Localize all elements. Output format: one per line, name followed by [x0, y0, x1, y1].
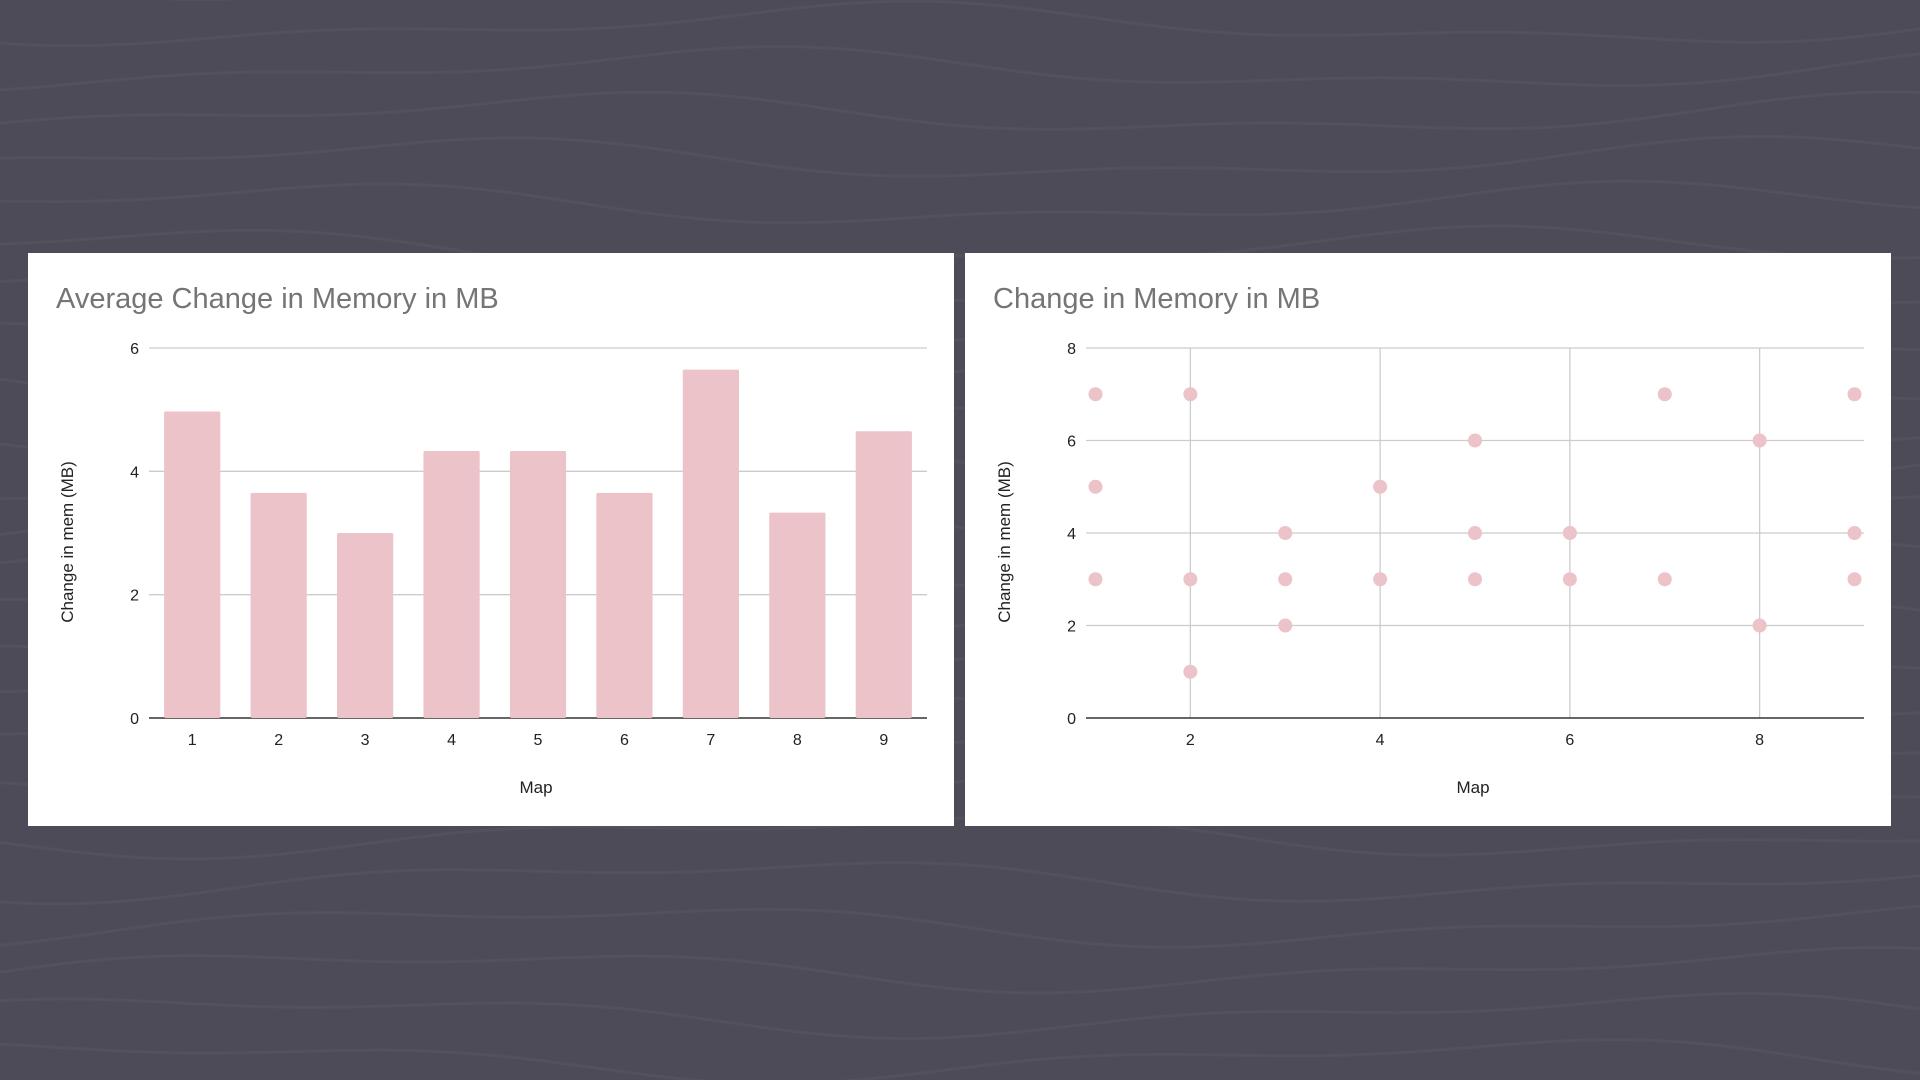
bar: [682, 369, 739, 718]
scatter-chart-y-ticks: 0 2 4 6 8: [1067, 341, 1076, 728]
bar: [250, 492, 307, 718]
bar: [769, 512, 826, 718]
scatter-chart-points: [1088, 387, 1862, 679]
background-wave-line: [0, 179, 1920, 225]
bar-chart-x-tick-label: 8: [793, 732, 802, 749]
bar-chart-x-tick-label: 3: [361, 732, 370, 749]
scatter-point: [1657, 387, 1672, 402]
scatter-point: [1183, 664, 1198, 679]
bar: [423, 450, 480, 718]
scatter-chart-y-tick-label: 2: [1067, 619, 1076, 636]
bar: [164, 411, 221, 718]
bar-chart-y-tick-label: 6: [130, 341, 139, 358]
scatter-point: [1847, 387, 1862, 402]
bar-chart-x-tick-label: 9: [879, 732, 888, 749]
scatter-point: [1562, 572, 1577, 587]
scatter-point: [1468, 526, 1482, 540]
bar-chart-x-tick-label: 2: [274, 732, 283, 749]
bar: [509, 450, 567, 718]
bar-chart: 0 2 4 6 1 2 3 4 5 6 7 8 9 Map Change in mem (MB): [58, 341, 927, 797]
bar-chart-x-ticks: 1 2 3 4 5 6 7 8 9: [188, 732, 889, 749]
bar-chart-panel: Average Change in Memory in MB 0 2 4 6 1 2 3 4…: [28, 253, 954, 826]
background-wave-line: [0, 861, 1920, 906]
background-wave-line: [0, 1038, 1920, 1080]
background-wave-line: [0, 904, 1920, 949]
bar: [855, 431, 912, 718]
scatter-point: [1088, 572, 1103, 587]
bar-chart-x-tick-label: 4: [447, 732, 456, 749]
bar-chart-x-tick-label: 6: [620, 732, 629, 749]
bar-chart-x-tick-label: 7: [706, 732, 715, 749]
background-wave-line: [0, 0, 1920, 48]
scatter-point: [1373, 479, 1388, 494]
background-wave-line: [0, 90, 1920, 131]
background-wave-line: [0, 224, 1920, 271]
scatter-point: [1752, 433, 1767, 448]
scatter-point: [1278, 572, 1293, 587]
scatter-point: [1468, 572, 1482, 587]
scatter-chart-x-axis-title: Map: [1456, 778, 1489, 797]
bar-chart-y-ticks: 0 2 4 6: [130, 341, 139, 728]
background-wave-line: [0, 814, 1920, 861]
scatter-chart-x-tick-label: 6: [1565, 732, 1574, 749]
bar-chart-y-tick-label: 2: [130, 588, 139, 605]
bar-chart-y-tick-label: 4: [130, 464, 139, 481]
scatter-chart-panel: Change in Memory in MB 0 2 4 6 8 2 4 6 8 Map Ch…: [965, 253, 1891, 826]
scatter-point: [1183, 387, 1198, 402]
bar: [337, 533, 394, 718]
background-wave-line: [0, 945, 1920, 995]
scatter-point: [1562, 526, 1577, 540]
scatter-chart-y-tick-label: 4: [1067, 526, 1076, 543]
scatter-chart-x-tick-label: 4: [1376, 732, 1385, 749]
scatter-point: [1752, 618, 1767, 633]
bar-chart-bars: [164, 369, 912, 718]
background-wave-line: [0, 992, 1920, 1040]
scatter-chart-x-ticks: 2 4 6 8: [1186, 732, 1764, 749]
scatter-point: [1373, 572, 1388, 587]
scatter-point: [1088, 479, 1103, 494]
scatter-chart-y-tick-label: 6: [1067, 434, 1076, 451]
bar-chart-x-tick-label: 5: [534, 732, 543, 749]
scatter-point: [1468, 433, 1482, 448]
scatter-chart: 0 2 4 6 8 2 4 6 8 Map Change in mem (MB): [995, 341, 1864, 797]
bar-chart-title: Average Change in Memory in MB: [56, 283, 499, 315]
bar-chart-x-tick-label: 1: [188, 732, 197, 749]
scatter-chart-x-tick-label: 2: [1186, 732, 1195, 749]
scatter-chart-y-tick-label: 0: [1067, 711, 1076, 728]
scatter-point: [1088, 387, 1103, 402]
scatter-chart-x-tick-label: 8: [1755, 732, 1764, 749]
bar-chart-y-tick-label: 0: [130, 711, 139, 728]
bar-chart-x-axis-title: Map: [519, 778, 552, 797]
scatter-chart-y-tick-label: 8: [1067, 341, 1076, 358]
scatter-point: [1847, 572, 1862, 587]
scatter-point: [1183, 572, 1198, 587]
scatter-chart-title: Change in Memory in MB: [993, 283, 1321, 315]
bar-chart-y-axis-title: Change in mem (MB): [58, 461, 77, 623]
scatter-point: [1847, 526, 1862, 540]
background-wave-line: [0, 45, 1920, 92]
scatter-point: [1278, 526, 1293, 540]
scatter-chart-y-axis-title: Change in mem (MB): [995, 461, 1014, 623]
scatter-point: [1657, 572, 1672, 587]
scatter-point: [1278, 618, 1293, 633]
bar: [596, 492, 653, 718]
background-wave-line: [0, 134, 1920, 178]
